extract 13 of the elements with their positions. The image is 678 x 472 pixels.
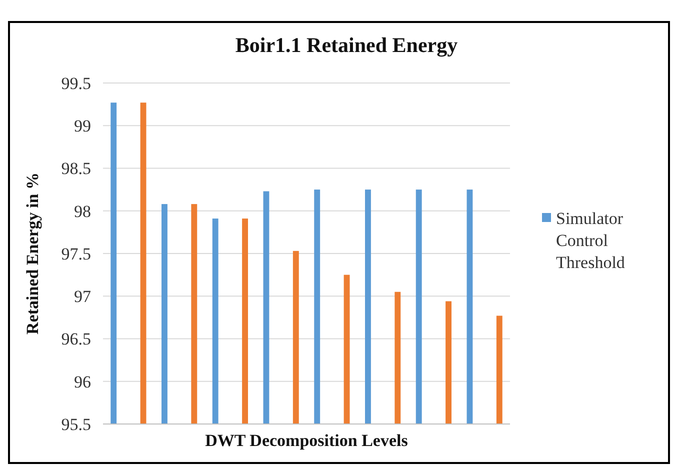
x-axis-title: DWT Decomposition Levels [205,431,408,450]
y-tick-label: 96.5 [61,330,91,349]
chart-title: Boir1.1 Retained Energy [235,33,458,57]
y-tick-label: 98 [74,202,91,221]
y-tick-label: 96 [74,372,91,392]
y-tick-label: 97.5 [61,244,91,264]
y-axis-title: Retained Energy in % [23,172,42,334]
y-tick-label: 98.5 [61,159,91,178]
y-tick-label: 97 [74,287,92,306]
y-tick-label: 99 [74,116,91,136]
y-tick-label: 95.5 [61,414,91,434]
legend-label: Simulator Control Threshold [556,208,626,272]
y-tick-label: 99.5 [61,74,91,93]
